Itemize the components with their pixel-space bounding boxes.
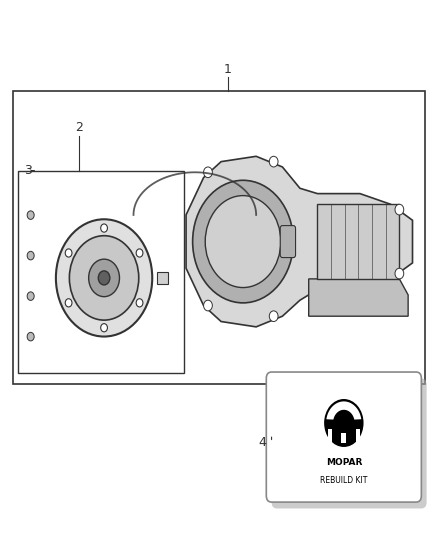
Circle shape	[56, 219, 152, 336]
Polygon shape	[186, 156, 413, 327]
Circle shape	[205, 196, 281, 288]
Circle shape	[204, 300, 212, 311]
Circle shape	[204, 167, 212, 177]
Polygon shape	[326, 401, 361, 419]
Circle shape	[27, 252, 34, 260]
Text: MOPAR: MOPAR	[325, 458, 362, 467]
Circle shape	[101, 224, 107, 232]
Circle shape	[69, 236, 139, 320]
Text: 3: 3	[25, 164, 32, 177]
FancyBboxPatch shape	[328, 429, 332, 443]
Circle shape	[395, 268, 404, 279]
Circle shape	[98, 271, 110, 285]
FancyBboxPatch shape	[13, 91, 425, 384]
Text: 4: 4	[259, 436, 267, 449]
FancyBboxPatch shape	[272, 378, 427, 508]
FancyBboxPatch shape	[356, 429, 360, 443]
Text: REBUILD KIT: REBUILD KIT	[320, 476, 367, 485]
Circle shape	[65, 298, 72, 307]
Circle shape	[27, 211, 34, 220]
FancyBboxPatch shape	[266, 372, 421, 502]
FancyBboxPatch shape	[318, 204, 399, 279]
Circle shape	[65, 249, 72, 257]
FancyBboxPatch shape	[18, 171, 184, 373]
FancyBboxPatch shape	[342, 433, 346, 443]
FancyBboxPatch shape	[157, 271, 168, 284]
Circle shape	[395, 204, 404, 215]
Circle shape	[136, 249, 143, 257]
Circle shape	[27, 333, 34, 341]
FancyBboxPatch shape	[280, 225, 296, 257]
Circle shape	[324, 399, 364, 447]
Circle shape	[101, 324, 107, 332]
Polygon shape	[309, 279, 408, 316]
Text: 2: 2	[75, 122, 83, 134]
Circle shape	[27, 292, 34, 301]
Text: 1: 1	[224, 63, 232, 76]
Circle shape	[269, 156, 278, 167]
Circle shape	[193, 180, 293, 303]
Circle shape	[88, 259, 120, 297]
Circle shape	[136, 298, 143, 307]
Circle shape	[269, 311, 278, 321]
